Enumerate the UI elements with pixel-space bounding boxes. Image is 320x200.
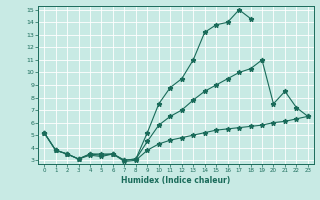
X-axis label: Humidex (Indice chaleur): Humidex (Indice chaleur) [121, 176, 231, 185]
